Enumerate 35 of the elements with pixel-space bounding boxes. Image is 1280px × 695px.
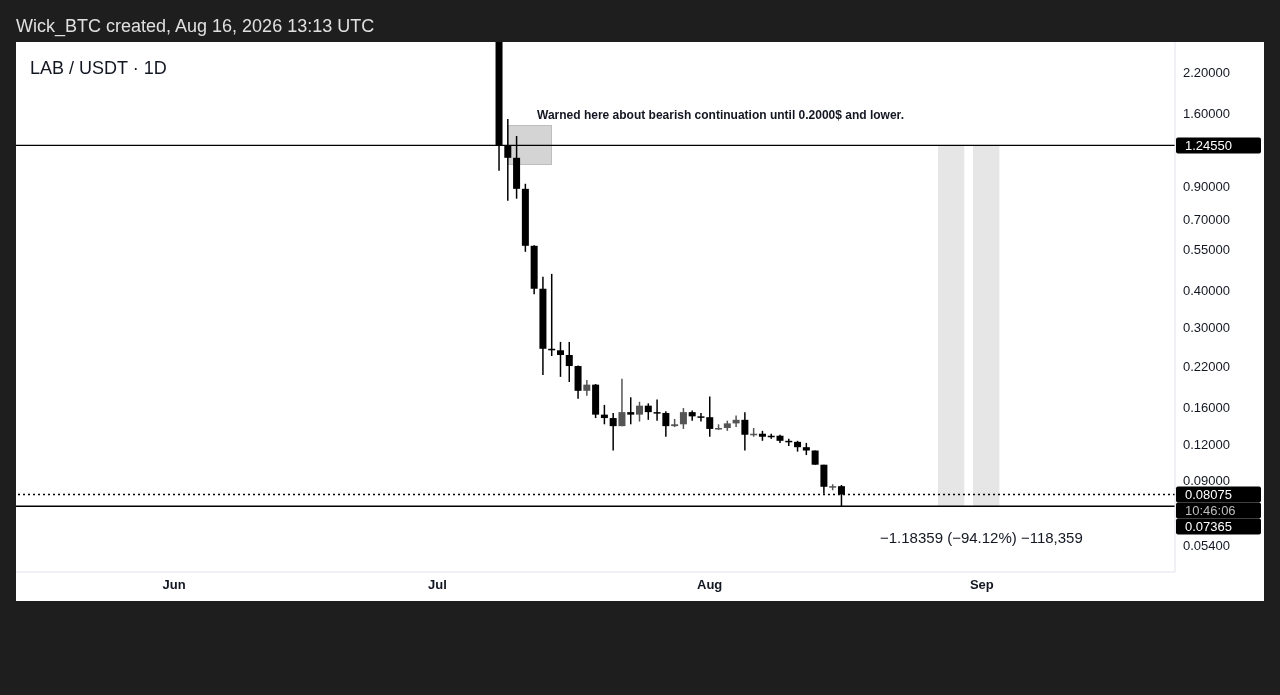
- text: 10:46:06: [1185, 503, 1236, 519]
- candlestick: [741, 411, 749, 452]
- x-tick-label: Sep: [969, 577, 994, 593]
- candlestick: [706, 395, 714, 438]
- y-tick-label: 0.30000: [1183, 319, 1230, 335]
- candlestick: [679, 407, 687, 430]
- y-tick-label: 2.20000: [1183, 65, 1230, 81]
- y-tick-label: 0.70000: [1183, 211, 1230, 227]
- y-tick-label: 0.09000: [1183, 473, 1230, 489]
- candlestick: [636, 401, 644, 423]
- ref-line-label: 0.07365: [1185, 519, 1232, 535]
- text: LAB / USDT · 1D: [30, 58, 167, 79]
- candlestick: [688, 409, 696, 422]
- candlestick: [627, 396, 635, 426]
- annotation: Warned here about bearish continuation until 0.2000$ and lower.: [537, 108, 904, 122]
- x-tick-label: Aug: [697, 577, 723, 593]
- y-tick-label: 0.55000: [1183, 242, 1230, 258]
- ref-line-label: 1.24550: [1185, 137, 1232, 153]
- candlestick: [618, 378, 626, 427]
- candlestick: [609, 412, 617, 452]
- candlestick: [697, 412, 705, 423]
- candlestick: [565, 341, 573, 383]
- x-tick-label: Jun: [162, 577, 186, 593]
- y-tick-label: 0.90000: [1183, 179, 1230, 195]
- y-tick-label: 0.22000: [1183, 359, 1230, 375]
- candlestick: [556, 341, 564, 378]
- x-tick-label: Jul: [428, 577, 447, 593]
- ref-line-label: 0.08075: [1185, 487, 1232, 503]
- text: Wick_BTC created, Aug 16, 2026 13:13 UTC: [16, 16, 375, 37]
- y-tick-label: 1.60000: [1183, 106, 1230, 122]
- y-tick-label: 0.05400: [1183, 538, 1230, 554]
- y-tick-label: 0.40000: [1183, 282, 1230, 298]
- y-tick-label: 0.16000: [1183, 399, 1230, 415]
- y-tick-label: 0.12000: [1183, 436, 1230, 452]
- annotation: −1.18359 (−94.12%) −118,359: [880, 529, 1083, 546]
